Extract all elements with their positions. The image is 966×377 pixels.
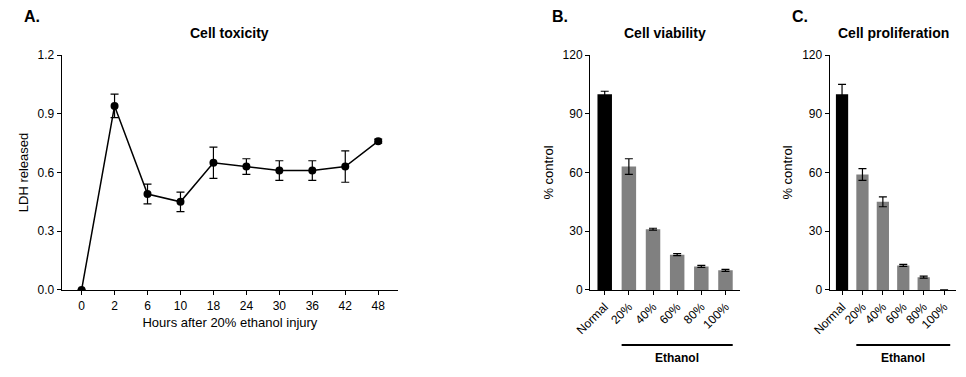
svg-text:80%: 80% — [903, 300, 930, 327]
svg-text:0.6: 0.6 — [38, 166, 55, 180]
svg-text:60%: 60% — [883, 300, 910, 327]
svg-text:A.: A. — [24, 8, 40, 25]
svg-text:120: 120 — [802, 48, 822, 62]
svg-text:0.9: 0.9 — [38, 107, 55, 121]
svg-text:90: 90 — [809, 107, 823, 121]
svg-text:42: 42 — [339, 299, 353, 313]
svg-text:Hours after 20% ethanol injury: Hours after 20% ethanol injury — [142, 315, 317, 330]
svg-text:Ethanol: Ethanol — [881, 351, 925, 365]
svg-text:6: 6 — [144, 299, 151, 313]
svg-text:0: 0 — [78, 299, 85, 313]
svg-text:40%: 40% — [632, 300, 659, 327]
svg-text:% control: % control — [780, 145, 795, 199]
svg-text:90: 90 — [569, 107, 583, 121]
svg-text:40%: 40% — [862, 300, 889, 327]
svg-text:20%: 20% — [608, 300, 635, 327]
svg-text:48: 48 — [372, 299, 386, 313]
svg-text:60: 60 — [809, 166, 823, 180]
svg-text:Ethanol: Ethanol — [655, 351, 699, 365]
svg-text:C.: C. — [792, 8, 808, 25]
svg-text:80%: 80% — [681, 300, 708, 327]
svg-text:100%: 100% — [919, 300, 951, 332]
svg-text:0: 0 — [816, 283, 823, 297]
svg-text:1.2: 1.2 — [38, 48, 55, 62]
svg-text:% control: % control — [541, 145, 556, 199]
svg-text:18: 18 — [207, 299, 221, 313]
svg-text:B.: B. — [552, 8, 568, 25]
svg-text:0.0: 0.0 — [38, 283, 55, 297]
svg-text:30: 30 — [569, 224, 583, 238]
svg-text:24: 24 — [240, 299, 254, 313]
svg-text:30: 30 — [809, 224, 823, 238]
svg-text:Cell toxicity: Cell toxicity — [190, 25, 269, 41]
svg-text:Cell proliferation: Cell proliferation — [838, 25, 949, 41]
svg-text:36: 36 — [306, 299, 320, 313]
svg-text:120: 120 — [563, 48, 583, 62]
svg-text:60: 60 — [569, 166, 583, 180]
svg-text:20%: 20% — [842, 300, 869, 327]
svg-text:60%: 60% — [657, 300, 684, 327]
svg-text:0: 0 — [576, 283, 583, 297]
svg-text:LDH released: LDH released — [16, 133, 31, 213]
svg-text:Normal: Normal — [811, 300, 848, 337]
svg-text:30: 30 — [273, 299, 287, 313]
svg-text:Cell viability: Cell viability — [624, 25, 706, 41]
svg-text:2: 2 — [111, 299, 118, 313]
svg-text:0.3: 0.3 — [38, 224, 55, 238]
svg-text:Normal: Normal — [574, 300, 611, 337]
svg-text:100%: 100% — [700, 300, 732, 332]
svg-text:10: 10 — [174, 299, 188, 313]
